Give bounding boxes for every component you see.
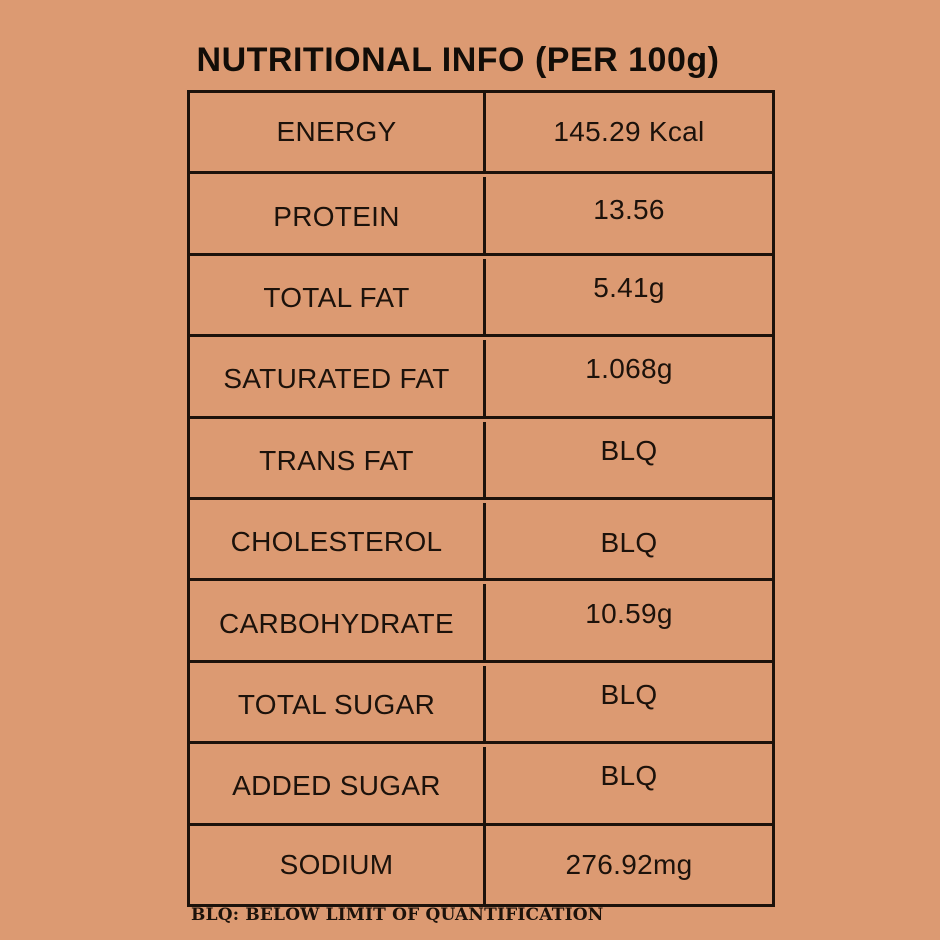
table-row: ENERGY 145.29 Kcal: [190, 93, 772, 175]
nutrition-table: ENERGY 145.29 Kcal PROTEIN 13.56 TOTAL FAT 5.…: [187, 90, 775, 907]
nutrient-label: ADDED SUGAR: [190, 747, 486, 826]
table-row: CHOLESTEROL BLQ: [190, 500, 772, 582]
table-row: TRANS FAT BLQ: [190, 419, 772, 501]
nutrient-value: 10.59g: [585, 597, 673, 629]
nutrient-label: SODIUM: [190, 825, 486, 905]
nutrient-label: SATURATED FAT: [190, 340, 486, 419]
table-row: PROTEIN 13.56: [190, 174, 772, 256]
nutrient-value: 1.068g: [585, 353, 673, 385]
table-row: TOTAL SUGAR BLQ: [190, 663, 772, 745]
nutrient-label: TOTAL FAT: [190, 258, 486, 338]
nutrient-value: BLQ: [600, 679, 658, 711]
nutrient-value: 5.41g: [593, 272, 665, 304]
nutrient-value: BLQ: [600, 527, 658, 559]
table-row: CARBOHYDRATE 10.59g: [190, 581, 772, 663]
blq-footnote: BLQ: BELOW LIMIT OF QUANTIFICATION: [191, 905, 604, 925]
nutrient-label: TRANS FAT: [190, 421, 486, 501]
nutrient-label: PROTEIN: [190, 177, 486, 256]
nutrient-label: ENERGY: [190, 93, 486, 172]
nutrient-label: TOTAL SUGAR: [190, 665, 486, 745]
table-row: SODIUM 276.92mg: [190, 825, 772, 905]
nutrient-value: BLQ: [600, 760, 658, 792]
table-row: ADDED SUGAR BLQ: [190, 744, 772, 826]
table-row: TOTAL FAT 5.41g: [190, 256, 772, 338]
nutrient-value: BLQ: [600, 434, 658, 466]
nutrient-value: 13.56: [593, 193, 665, 225]
nutrient-label: CHOLESTEROL: [190, 503, 486, 582]
page-title: NUTRITIONAL INFO (PER 100g): [196, 41, 720, 79]
table-row: SATURATED FAT 1.068g: [190, 337, 772, 419]
nutrient-value: 145.29 Kcal: [553, 116, 705, 148]
nutrient-value: 276.92mg: [565, 848, 693, 880]
nutrient-label: CARBOHYDRATE: [190, 584, 486, 663]
